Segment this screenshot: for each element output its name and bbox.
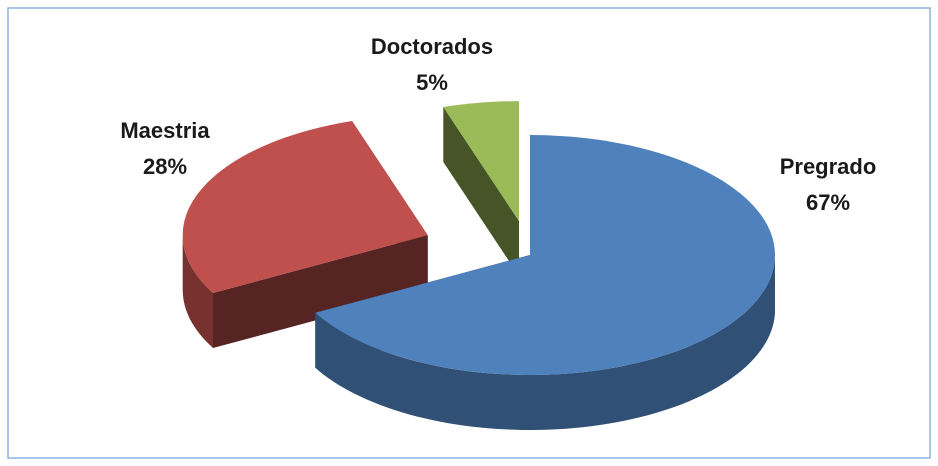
slice-side — [213, 235, 428, 348]
slice — [443, 101, 519, 222]
slice-label: Maestria — [120, 118, 210, 143]
slice-value-label: 67% — [806, 190, 850, 215]
slice — [182, 121, 428, 293]
slice-value-label: 5% — [416, 70, 448, 95]
slice-wall — [315, 255, 775, 430]
slice-label: Pregrado — [780, 154, 877, 179]
slice-value-label: 28% — [143, 154, 187, 179]
pie — [182, 101, 775, 430]
slice-side — [443, 107, 519, 277]
slice — [315, 135, 775, 375]
slice-label: Doctorados — [371, 34, 493, 59]
slice-wall — [182, 235, 213, 348]
